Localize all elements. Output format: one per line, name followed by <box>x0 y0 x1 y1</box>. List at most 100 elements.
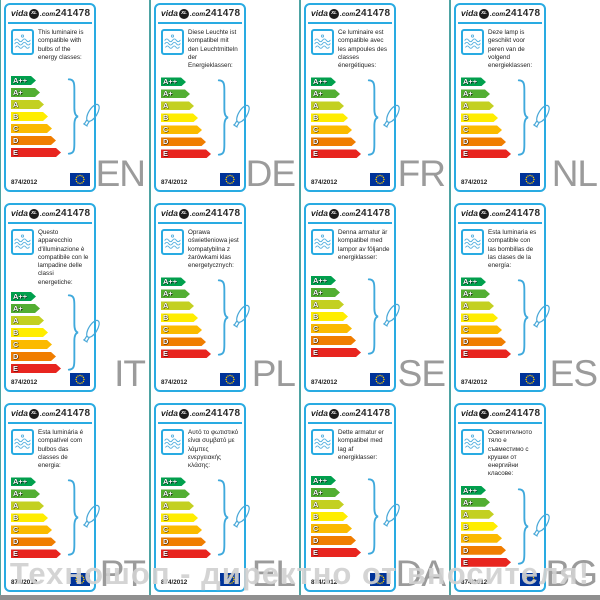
description-section: Questo apparecchio d'illuminazione è com… <box>11 228 90 286</box>
energy-class-label: A++ <box>463 277 478 287</box>
bulb-sketch-icon <box>380 101 402 133</box>
energy-class-arrow-c: C <box>311 324 352 333</box>
energy-scale-section: A++ A+ A B C D E <box>311 276 400 357</box>
description-section: Oprawa oświetleniowa jest kompatybilna z… <box>161 229 240 270</box>
energy-class-arrow-ap: A+ <box>461 89 490 98</box>
header-divider <box>8 22 92 24</box>
luminaire-sketch-icon <box>11 429 34 455</box>
energy-class-arrow-ap: A+ <box>311 488 340 497</box>
brace-icon <box>66 292 79 373</box>
product-number: 241478 <box>505 8 541 19</box>
language-cell: vida XL .com 241478 Diese Leuchte ist ko… <box>151 0 301 200</box>
energy-class-label: C <box>163 525 169 535</box>
energy-scale-section: A++ A+ A B C D E <box>161 277 250 358</box>
vidaxl-circle-icon: XL <box>29 208 40 219</box>
energy-class-label: A <box>313 499 319 509</box>
brace-icon <box>516 77 529 158</box>
product-number: 241478 <box>55 408 91 419</box>
energy-class-label: D <box>13 537 19 547</box>
energy-class-arrow-ap: A+ <box>11 88 40 97</box>
language-cell: vida XL .com 241478 Ce luminaire est com… <box>301 0 451 200</box>
energy-class-label: D <box>13 135 19 145</box>
language-code: BG <box>545 553 598 594</box>
energy-class-arrow-e: E <box>311 149 361 158</box>
energy-class-arrow-a: A <box>311 101 344 110</box>
energy-class-label: A+ <box>13 489 23 499</box>
energy-class-arrow-b: B <box>311 312 348 321</box>
card-header: vida XL .com 241478 <box>461 8 540 19</box>
energy-class-label: D <box>163 337 169 347</box>
energy-class-label: B <box>463 313 469 323</box>
logo-text-prefix: vida <box>161 408 179 419</box>
energy-label-card: vida XL .com 241478 Oprawa oświetleniowa… <box>154 203 250 392</box>
energy-class-label: A+ <box>163 289 173 299</box>
card-footer: 874/2012 <box>11 173 90 186</box>
bulb-sketch-icon <box>80 100 102 132</box>
energy-class-label: B <box>163 313 169 323</box>
energy-class-label: D <box>313 137 319 147</box>
description-section: Αυτό το φωτιστικό είναι συμβατό με λάμπε… <box>161 429 240 470</box>
energy-scale-section: A++ A+ A B C D E <box>11 76 100 157</box>
energy-class-label: C <box>163 325 169 335</box>
energy-class-arrow-d: D <box>161 537 206 546</box>
language-code: SE <box>397 353 446 394</box>
brace-icon <box>66 477 79 558</box>
energy-class-label: B <box>313 311 319 321</box>
product-number: 241478 <box>505 208 541 219</box>
vidaxl-logo: vida XL .com <box>161 408 205 419</box>
card-footer: 874/2012 <box>161 573 240 586</box>
bulb-sketch-icon <box>530 101 552 133</box>
header-divider <box>458 22 542 24</box>
energy-class-arrow-d: D <box>461 137 506 146</box>
energy-class-arrow-ap: A+ <box>461 498 490 507</box>
energy-class-arrow-c: C <box>311 524 352 533</box>
compatibility-text: Ce luminaire est compatible avec les amp… <box>338 29 388 70</box>
language-cell: vida XL .com 241478 Αυτό το φωτιστικό εί… <box>151 400 301 600</box>
energy-class-label: A+ <box>13 303 23 313</box>
language-cell: vida XL .com 241478 Deze lamp is geschik… <box>451 0 600 200</box>
regulation-number: 874/2012 <box>161 179 188 186</box>
energy-class-arrow-e: E <box>11 364 61 373</box>
brace-icon <box>516 486 529 567</box>
energy-class-label: B <box>163 513 169 523</box>
energy-class-label: A <box>163 501 169 511</box>
eu-flag-icon <box>520 373 540 386</box>
vidaxl-circle-icon: XL <box>479 408 490 419</box>
compatibility-text: Questo apparecchio d'illuminazione è com… <box>38 228 89 286</box>
vidaxl-logo: vida XL .com <box>311 8 355 19</box>
energy-class-list: A++ A+ A B C D E <box>311 476 362 557</box>
energy-class-label: A <box>463 301 469 311</box>
energy-class-label: E <box>13 363 19 373</box>
logo-text-suffix: .com <box>190 211 206 219</box>
energy-class-arrow-app: A++ <box>11 76 36 85</box>
energy-class-label: C <box>463 533 469 543</box>
language-code: EN <box>95 153 146 194</box>
energy-class-label: A++ <box>13 75 28 85</box>
brace-icon <box>366 276 379 357</box>
regulation-number: 874/2012 <box>461 179 488 186</box>
brace-icon <box>516 277 529 358</box>
language-cell: vida XL .com 241478 Denna armatur är kom… <box>301 200 451 400</box>
language-code: DE <box>245 153 296 194</box>
card-footer: 874/2012 <box>461 373 540 386</box>
energy-class-label: E <box>463 557 469 567</box>
energy-class-label: B <box>463 521 469 531</box>
energy-class-arrow-a: A <box>461 101 494 110</box>
energy-class-arrow-a: A <box>161 101 194 110</box>
energy-class-arrow-c: C <box>161 325 202 334</box>
vidaxl-circle-icon: XL <box>479 8 490 19</box>
energy-class-arrow-ap: A+ <box>161 289 190 298</box>
energy-class-arrow-b: B <box>311 512 348 521</box>
energy-class-arrow-c: C <box>161 525 202 534</box>
eu-flag-icon <box>370 173 390 186</box>
logo-text-suffix: .com <box>190 11 206 19</box>
energy-label-card: vida XL .com 241478 This luminaire is co… <box>4 3 100 192</box>
logo-text-prefix: vida <box>461 408 479 419</box>
energy-class-label: C <box>13 339 19 349</box>
energy-class-arrow-d: D <box>311 336 356 345</box>
energy-class-arrow-e: E <box>161 149 211 158</box>
logo-text-prefix: vida <box>461 8 479 19</box>
eu-flag-icon <box>520 173 540 186</box>
logo-text-suffix: .com <box>340 211 356 219</box>
energy-class-arrow-c: C <box>311 125 352 134</box>
